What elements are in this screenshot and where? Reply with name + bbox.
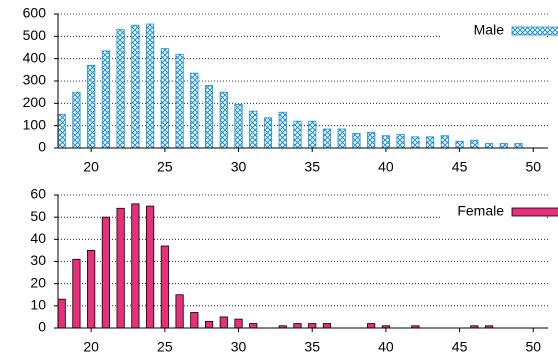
bar xyxy=(440,135,449,149)
bar xyxy=(146,23,155,149)
legend-label: Female xyxy=(457,203,504,219)
bar xyxy=(322,128,332,149)
bar xyxy=(204,320,214,329)
bar xyxy=(160,245,169,329)
bar xyxy=(87,64,96,149)
bar xyxy=(72,258,81,329)
bar xyxy=(160,48,169,149)
x-tick-label: 45 xyxy=(452,339,468,355)
bar xyxy=(175,53,184,149)
x-tick-label: 40 xyxy=(378,339,394,355)
x-tick-label: 20 xyxy=(83,159,99,175)
bar xyxy=(249,323,258,329)
legend-swatch xyxy=(511,26,558,36)
bar xyxy=(263,117,273,149)
bar xyxy=(484,143,494,149)
legend-swatch xyxy=(511,207,558,217)
bar xyxy=(293,323,302,329)
bar xyxy=(190,72,199,149)
bar xyxy=(234,318,243,329)
bar xyxy=(219,91,228,149)
bar xyxy=(190,312,199,329)
bar xyxy=(322,323,332,329)
y-tick-label: 50 xyxy=(30,208,46,224)
y-tick-label: 300 xyxy=(23,72,47,88)
bar xyxy=(57,114,66,149)
legend-label: Male xyxy=(474,22,505,38)
y-tick-label: 200 xyxy=(23,94,47,110)
x-tick-label: 25 xyxy=(157,159,173,175)
x-tick-label: 25 xyxy=(157,339,173,355)
bar xyxy=(131,203,140,329)
bar xyxy=(337,128,346,149)
x-tick-label: 50 xyxy=(525,159,541,175)
y-tick-label: 0 xyxy=(38,319,46,335)
y-tick-label: 400 xyxy=(23,49,47,65)
x-tick-label: 35 xyxy=(304,339,320,355)
bar xyxy=(72,91,81,149)
bar xyxy=(499,143,508,149)
bar xyxy=(381,135,390,149)
x-tick-label: 40 xyxy=(378,159,394,175)
bar xyxy=(146,205,155,329)
bar xyxy=(116,207,125,329)
y-tick-label: 60 xyxy=(30,186,46,202)
bar xyxy=(219,316,228,329)
bar xyxy=(514,143,523,149)
bar xyxy=(175,294,184,329)
y-tick-label: 40 xyxy=(30,230,46,246)
bar xyxy=(293,120,302,149)
y-tick-label: 0 xyxy=(38,139,46,155)
y-tick-label: 100 xyxy=(23,116,47,132)
x-tick-label: 30 xyxy=(231,339,247,355)
x-tick-label: 35 xyxy=(304,159,320,175)
bar xyxy=(204,85,214,149)
bar xyxy=(352,133,361,149)
bar xyxy=(367,131,376,149)
y-tick-label: 20 xyxy=(30,274,46,290)
y-tick-label: 30 xyxy=(30,252,46,268)
bar xyxy=(455,140,464,149)
bar xyxy=(249,110,258,149)
bar xyxy=(426,136,435,149)
bar xyxy=(131,24,140,149)
legend-bg xyxy=(440,203,546,221)
bar xyxy=(278,111,287,149)
bar xyxy=(308,120,317,149)
bar xyxy=(367,323,376,329)
bar xyxy=(234,104,243,149)
x-tick-label: 45 xyxy=(452,159,468,175)
bar xyxy=(470,139,479,149)
bar xyxy=(57,298,66,329)
y-tick-label: 10 xyxy=(30,297,46,313)
bar xyxy=(411,136,420,149)
x-tick-label: 20 xyxy=(83,339,99,355)
x-tick-label: 50 xyxy=(525,339,541,355)
legend-bg xyxy=(440,22,546,40)
y-tick-label: 600 xyxy=(23,5,47,21)
bar xyxy=(116,29,125,149)
bar xyxy=(101,50,110,149)
bar xyxy=(87,250,96,329)
bar xyxy=(396,134,405,149)
x-tick-label: 30 xyxy=(231,159,247,175)
bar xyxy=(101,216,110,329)
y-tick-label: 500 xyxy=(23,27,47,43)
bar xyxy=(308,323,317,329)
